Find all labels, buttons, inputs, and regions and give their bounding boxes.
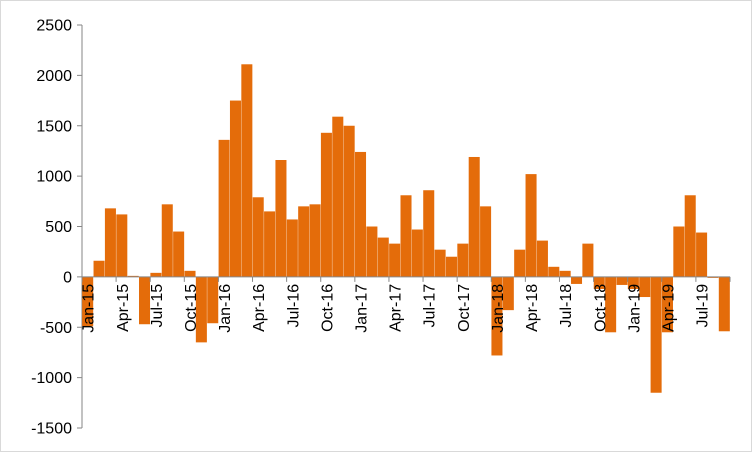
bar <box>389 243 401 277</box>
bar <box>116 214 128 277</box>
bar <box>627 276 639 289</box>
bar <box>571 276 583 284</box>
bar <box>445 256 457 277</box>
x-tick-label: Jan-19 <box>626 284 643 333</box>
x-tick-label: Oct-16 <box>319 284 336 332</box>
bar <box>502 276 514 311</box>
x-tick-label: Apr-16 <box>251 284 268 332</box>
bar <box>468 156 480 277</box>
bar <box>252 197 264 277</box>
y-tick-label: 2000 <box>36 68 72 85</box>
bar <box>82 276 94 327</box>
bar <box>218 139 230 277</box>
bar <box>593 276 605 289</box>
x-tick-label: Apr-15 <box>115 284 132 332</box>
y-axis: -1500 -1000 -500 0 500 1000 1500 2000 2500 <box>31 18 83 438</box>
x-tick-label: Oct-17 <box>456 284 473 332</box>
bar <box>195 276 207 343</box>
bar <box>320 132 332 277</box>
x-tick-label: Apr-19 <box>660 284 677 332</box>
bar <box>286 219 298 277</box>
x-tick-label: Jul-15 <box>149 284 166 328</box>
bar <box>423 190 435 277</box>
bar <box>229 100 241 277</box>
x-tick-label: Oct-15 <box>183 284 200 332</box>
bar <box>525 174 537 277</box>
bar <box>309 204 321 277</box>
x-tick-label: Jul-18 <box>558 284 575 328</box>
bar <box>104 208 116 277</box>
bar <box>264 211 276 277</box>
y-tick-label: 1500 <box>36 118 72 135</box>
bar <box>696 232 708 277</box>
x-tick-label: Jul-19 <box>695 284 712 328</box>
y-tick-label: -1000 <box>31 370 72 387</box>
bar <box>605 276 617 333</box>
bar <box>275 160 287 277</box>
bar <box>559 270 571 277</box>
bar <box>548 266 560 277</box>
bar <box>616 276 628 285</box>
x-tick-label: Jan-18 <box>490 284 507 333</box>
bar <box>514 249 526 277</box>
bar <box>582 243 594 277</box>
x-axis <box>81 276 731 282</box>
bar <box>707 276 719 278</box>
bar <box>150 272 162 277</box>
bar <box>639 276 651 298</box>
bar <box>400 195 412 277</box>
bar <box>355 151 367 277</box>
bar <box>139 276 151 325</box>
bar <box>93 260 105 277</box>
bar <box>377 237 389 277</box>
bar <box>241 64 253 277</box>
bar <box>673 226 685 277</box>
bar <box>434 249 446 277</box>
bar <box>718 276 730 332</box>
bar <box>536 240 548 277</box>
bar <box>173 231 185 277</box>
x-tick-label: Jul-17 <box>422 284 439 328</box>
y-tick-label: 0 <box>63 269 72 286</box>
bar <box>298 206 310 277</box>
bar <box>332 116 344 277</box>
bar <box>366 226 378 277</box>
x-tick-label: Oct-18 <box>592 284 609 332</box>
x-tick-label: Jul-16 <box>285 284 302 328</box>
bar <box>184 270 196 277</box>
bar <box>491 276 503 356</box>
x-tick-label: Apr-18 <box>524 284 541 332</box>
x-tick-label: Apr-17 <box>388 284 405 332</box>
bars <box>82 64 730 393</box>
y-tick-label: -1500 <box>31 421 72 438</box>
bar <box>411 229 423 277</box>
x-tick-labels: Jan-15 Apr-15 Jul-15 Oct-15 Jan-16 Apr-16 Jul-… <box>81 284 712 333</box>
bar <box>457 243 469 277</box>
bar <box>161 204 173 277</box>
x-tick-label: Jan-17 <box>354 284 371 333</box>
y-tick-label: 2500 <box>36 18 72 35</box>
bar <box>343 125 355 277</box>
y-tick-label: -500 <box>40 320 72 337</box>
bar <box>207 276 219 324</box>
bar <box>480 206 492 277</box>
x-tick-label: Jan-15 <box>81 284 98 333</box>
y-tick-label: 1000 <box>36 169 72 186</box>
x-tick-label: Jan-16 <box>217 284 234 333</box>
bar <box>684 195 696 277</box>
bar <box>650 276 662 393</box>
bar <box>661 276 673 333</box>
y-tick-label: 500 <box>45 219 72 236</box>
